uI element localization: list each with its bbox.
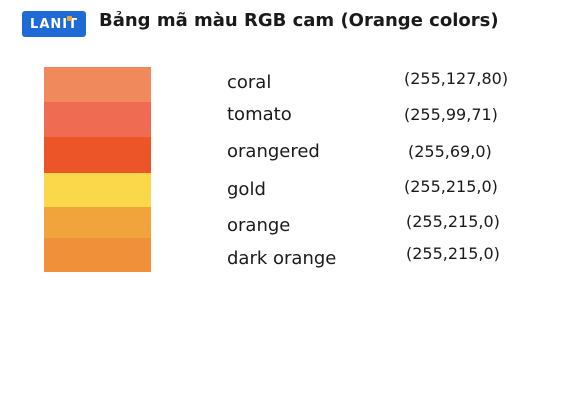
swatch-orange <box>44 207 151 238</box>
color-value-gold: (255,215,0) <box>404 177 498 196</box>
color-value-coral: (255,127,80) <box>404 69 509 88</box>
color-name-tomato: tomato <box>227 104 292 125</box>
color-name-orangered: orangered <box>227 141 320 162</box>
color-value-dark-orange: (255,215,0) <box>406 244 500 263</box>
swatch-coral <box>44 67 151 102</box>
color-value-orange: (255,215,0) <box>406 212 500 231</box>
color-name-gold: gold <box>227 179 266 200</box>
page-title: Bảng mã màu RGB cam (Orange colors) <box>99 10 499 31</box>
swatch-tomato <box>44 102 151 137</box>
logo-accent-mark <box>67 16 72 21</box>
color-value-orangered: (255,69,0) <box>408 142 492 161</box>
color-value-tomato: (255,99,71) <box>404 105 498 124</box>
lanit-logo: LANIT <box>22 11 86 37</box>
swatch-dark-orange <box>44 238 151 272</box>
color-name-dark-orange: dark orange <box>227 248 337 269</box>
color-name-coral: coral <box>227 72 272 93</box>
swatch-gold <box>44 173 151 207</box>
logo-text: LANIT <box>30 16 78 32</box>
color-name-orange: orange <box>227 215 291 236</box>
swatch-orangered <box>44 137 151 173</box>
